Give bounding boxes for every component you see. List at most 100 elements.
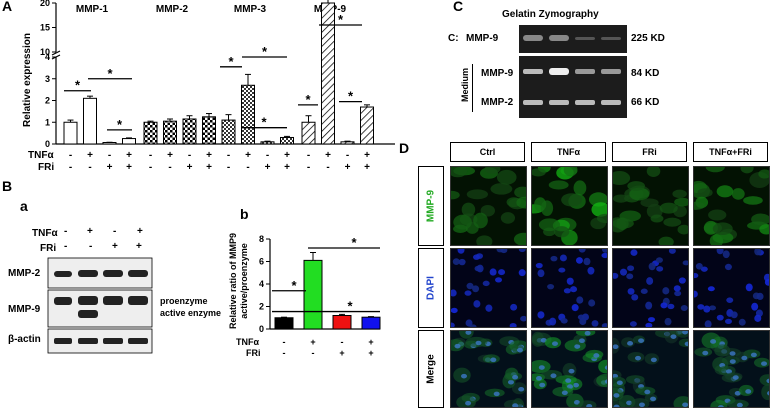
- panel-letter-b-sub-a: a: [20, 198, 28, 214]
- medium-bracket: [472, 64, 473, 112]
- bar: [332, 315, 352, 330]
- significance-star: *: [348, 89, 354, 104]
- condition-sign: -: [246, 162, 249, 173]
- micrograph-tile: [612, 248, 689, 328]
- chart-b: 0 2 4 6 8 Relative ratio of MMP9 active/proenz…: [228, 233, 381, 358]
- condition-sign: +: [107, 162, 113, 173]
- condition-sign: -: [346, 150, 349, 161]
- condition-sign: -: [149, 162, 152, 173]
- zymo-kd-225: 225 KD: [631, 33, 665, 44]
- y-tick-label: 4: [45, 52, 50, 62]
- significance-star: *: [228, 54, 234, 69]
- zymo-kd-66: 66 KD: [631, 97, 660, 108]
- if-col-header-combo: TNFα+FRi: [693, 142, 768, 162]
- bar: [340, 141, 355, 145]
- blot-sign: -: [113, 226, 117, 237]
- bar: [202, 116, 216, 145]
- significance-star: *: [75, 78, 81, 93]
- micrograph-tile: [450, 248, 527, 328]
- condition-sign: -: [227, 162, 230, 173]
- condition-sign: -: [307, 162, 310, 173]
- group-title: MMP-1: [76, 4, 109, 15]
- bar: [321, 2, 335, 145]
- condition-sign: -: [168, 162, 171, 173]
- micrograph-tile: [693, 248, 770, 328]
- micrograph-tile: [531, 248, 608, 328]
- zymo-gel: [519, 25, 627, 118]
- condition-row-label: FRi: [38, 162, 54, 173]
- if-col-header-fri: FRi: [612, 142, 687, 162]
- condition-sign: +: [206, 150, 212, 161]
- micrograph-tile: [612, 330, 689, 408]
- y-tick-label: 2: [45, 96, 50, 106]
- condition-sign: -: [283, 337, 286, 347]
- significance-star: *: [338, 12, 344, 27]
- condition-sign: +: [245, 150, 251, 161]
- chart-a: 0 1 2 3 410 15 20 Relative expression MMP-1 MMP-2…: [22, 0, 395, 173]
- if-row-label-merge: Merge: [425, 354, 437, 384]
- zymo-band-mmp9: MMP-9: [481, 68, 514, 79]
- if-row-header-mmp9: MMP-9: [418, 166, 444, 246]
- blot-label-mmp2: MMP-2: [8, 268, 41, 279]
- blot-annot-proenzyme: proenzyme: [160, 296, 208, 306]
- zymo-band-mmp2: MMP-2: [481, 97, 514, 108]
- condition-sign: +: [368, 348, 373, 358]
- condition-sign: -: [326, 162, 329, 173]
- if-row-label-mmp9: MMP-9: [425, 189, 437, 223]
- micrograph-tile: [450, 330, 527, 408]
- bar: [241, 84, 255, 145]
- significance-star: *: [117, 117, 123, 132]
- condition-sign: +: [310, 337, 315, 347]
- y-tick-label: 0: [45, 139, 50, 149]
- bar: [260, 141, 275, 145]
- zymo-medium-label: Medium: [460, 68, 470, 103]
- condition-sign: -: [307, 150, 310, 161]
- condition-sign: -: [69, 150, 72, 161]
- condition-sign: +: [265, 162, 271, 173]
- group-title: MMP-3: [234, 4, 267, 15]
- bar: [182, 118, 197, 145]
- bar: [274, 317, 294, 330]
- blot-sign: -: [64, 241, 68, 252]
- panel-letter-a-upper: A: [2, 0, 13, 14]
- bar: [360, 106, 374, 145]
- condition-sign: +: [325, 150, 331, 161]
- y-tick-label: 0: [259, 324, 264, 334]
- condition-sign: +: [167, 150, 173, 161]
- bar: [83, 97, 97, 145]
- y-tick-label: 6: [259, 257, 264, 267]
- condition-sign: +: [206, 162, 212, 173]
- condition-sign: -: [266, 150, 269, 161]
- significance-star: *: [261, 115, 267, 130]
- condition-row-label: TNFα: [28, 150, 54, 161]
- blot-sign: +: [112, 241, 118, 252]
- blot-label-actin: β-actin: [8, 334, 41, 345]
- significance-star: *: [305, 92, 311, 107]
- condition-sign: -: [283, 348, 286, 358]
- micrograph-tile: [531, 166, 608, 246]
- y-axis-label: Relative expression: [22, 33, 33, 127]
- condition-sign: +: [87, 150, 93, 161]
- blot-row-label-tnf: TNFα: [32, 228, 58, 239]
- y-tick-label: 3: [45, 74, 50, 84]
- significance-star: *: [347, 299, 353, 314]
- blot-annot-active: active enzyme: [160, 308, 222, 318]
- panel-letter-c: C: [453, 0, 464, 14]
- blot-sign: -: [89, 241, 93, 252]
- zymo-cell-label: C:: [448, 33, 459, 44]
- significance-star: *: [351, 235, 357, 250]
- condition-sign: -: [227, 150, 230, 161]
- condition-sign: -: [88, 162, 91, 173]
- bar: [301, 121, 316, 145]
- condition-sign: -: [341, 337, 344, 347]
- panel-letter-d: D: [399, 140, 410, 156]
- if-col-header-tnf: TNFα: [531, 142, 606, 162]
- condition-sign: +: [187, 162, 193, 173]
- micrograph-tile: [693, 330, 770, 408]
- y-tick-label: 15: [40, 23, 50, 33]
- micrograph-tile: [612, 166, 689, 246]
- significance-star: *: [262, 44, 268, 59]
- significance-star: *: [107, 66, 113, 81]
- micrograph-tile: [450, 166, 527, 246]
- micrograph-tile: [693, 166, 770, 246]
